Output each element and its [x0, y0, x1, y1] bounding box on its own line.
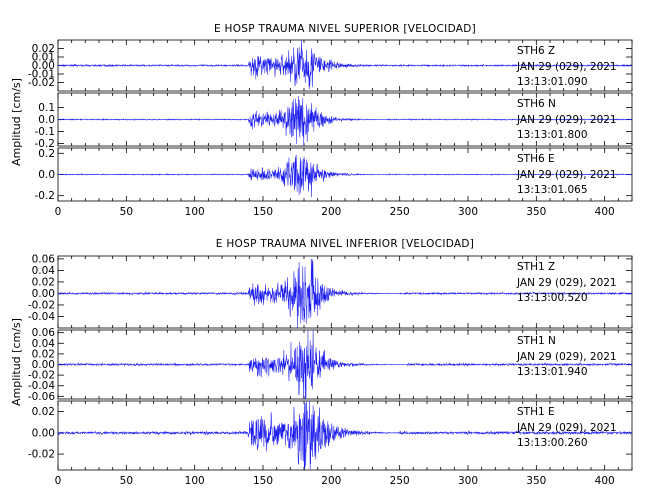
seismogram-trace — [57, 96, 633, 147]
y-tick-label: -0.01 — [28, 69, 55, 81]
record-time: 13:13:01.065 — [517, 184, 588, 196]
record-time: 13:13:00.520 — [517, 292, 588, 304]
y-tick-label: 0.0 — [38, 114, 55, 126]
x-tick-label: 100 — [185, 206, 205, 218]
record-date: JAN 29 (029), 2021 — [516, 277, 617, 289]
seismogram-trace — [57, 329, 632, 400]
x-tick-label: 300 — [458, 475, 478, 487]
y-tick-label: -0.2 — [35, 190, 56, 202]
y-tick-label: 0.01 — [32, 52, 55, 64]
y-tick-label: 0.02 — [32, 276, 55, 288]
x-tick-label: 200 — [321, 206, 341, 218]
y-tick-label: -0.2 — [35, 138, 56, 150]
channel-label: STH1 E — [517, 406, 555, 418]
y-tick-label: -0.1 — [35, 126, 56, 138]
x-tick-label: 150 — [253, 206, 273, 218]
y-tick-label: -0.06 — [28, 391, 55, 403]
y-tick-label: -0.02 — [28, 449, 55, 461]
x-tick-label: 400 — [595, 475, 615, 487]
y-tick-label: 0.00 — [32, 60, 55, 72]
seismogram-trace — [57, 39, 632, 90]
x-tick-label: 100 — [185, 475, 205, 487]
x-tick-label: 150 — [253, 475, 273, 487]
x-tick-label: 50 — [120, 206, 133, 218]
channel-label: STH1 N — [517, 335, 556, 347]
y-tick-label: 0.06 — [32, 327, 56, 339]
channel-label: STH6 E — [517, 153, 555, 165]
y-tick-label: -0.04 — [28, 311, 55, 323]
y-tick-label: 0.00 — [32, 359, 55, 371]
channel-label: STH6 N — [517, 98, 556, 110]
record-time: 13:13:01.090 — [517, 76, 588, 88]
record-time: 13:13:01.800 — [517, 129, 588, 141]
y-tick-label: 0.02 — [32, 348, 55, 360]
record-time: 13:13:00.260 — [517, 437, 588, 449]
channel-label: STH6 Z — [517, 45, 555, 57]
x-tick-label: 0 — [55, 475, 62, 487]
x-tick-label: 200 — [321, 475, 341, 487]
x-tick-label: 250 — [390, 475, 410, 487]
seismogram-trace — [57, 400, 633, 471]
panel-title: E HOSP TRAUMA NIVEL INFERIOR [VELOCIDAD] — [216, 238, 474, 250]
y-tick-label: 0.04 — [32, 265, 56, 277]
channel-label: STH1 Z — [517, 261, 555, 273]
seismogram-trace — [57, 154, 633, 198]
record-date: JAN 29 (029), 2021 — [516, 422, 617, 434]
y-tick-label: 0.00 — [32, 427, 55, 439]
y-tick-label: -0.02 — [28, 299, 55, 311]
y-tick-label: 0.2 — [38, 148, 55, 160]
y-tick-label: 0.00 — [32, 288, 55, 300]
y-tick-label: -0.02 — [28, 370, 55, 382]
y-tick-label: -0.02 — [28, 77, 55, 89]
record-time: 13:13:01.940 — [517, 366, 588, 378]
y-tick-label: 0.1 — [38, 102, 55, 114]
x-tick-label: 50 — [120, 475, 133, 487]
record-date: JAN 29 (029), 2021 — [516, 169, 617, 181]
y-axis-label: Amplitud [cm/s] — [10, 318, 23, 406]
record-date: JAN 29 (029), 2021 — [516, 114, 617, 126]
y-tick-label: 0.06 — [32, 253, 56, 265]
y-tick-label: -0.04 — [28, 380, 55, 392]
y-tick-label: 0.02 — [32, 406, 55, 418]
y-tick-label: 0.02 — [32, 43, 55, 55]
seismogram-trace — [57, 258, 633, 329]
panel-title: E HOSP TRAUMA NIVEL SUPERIOR [VELOCIDAD] — [214, 23, 476, 35]
x-tick-label: 250 — [390, 206, 410, 218]
y-tick-label: 0.04 — [32, 338, 56, 350]
x-tick-label: 350 — [526, 475, 546, 487]
y-tick-label: 0.0 — [38, 169, 55, 181]
record-date: JAN 29 (029), 2021 — [516, 351, 617, 363]
x-tick-label: 400 — [595, 206, 615, 218]
y-axis-label: Amplitud [cm/s] — [10, 78, 23, 166]
x-tick-label: 350 — [526, 206, 546, 218]
record-date: JAN 29 (029), 2021 — [516, 61, 617, 73]
x-tick-label: 0 — [55, 206, 62, 218]
x-tick-label: 300 — [458, 206, 478, 218]
